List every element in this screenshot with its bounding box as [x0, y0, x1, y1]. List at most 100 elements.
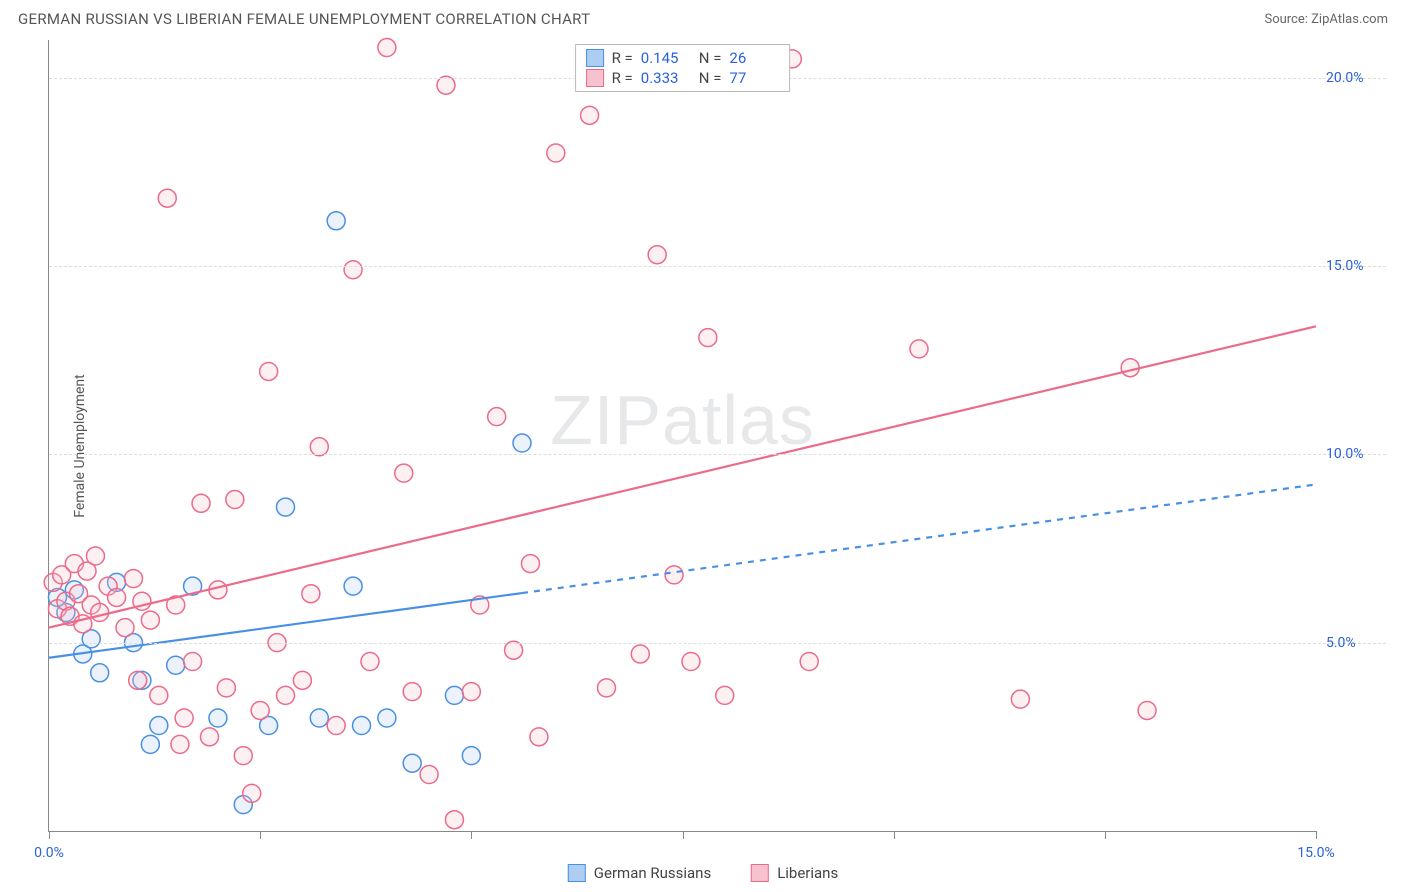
swatch-series-b [586, 69, 604, 87]
scatter-point [699, 329, 717, 347]
ytick-label: 10.0% [1326, 446, 1386, 462]
scatter-point [665, 566, 683, 584]
scatter-point [648, 246, 666, 264]
scatter-point [910, 340, 928, 358]
r-label-b: R = [612, 69, 633, 87]
r-value-b: 0.333 [641, 69, 691, 87]
bottom-legend: German Russians Liberians [568, 864, 838, 882]
scatter-point [158, 189, 176, 207]
scatter-point [513, 434, 531, 452]
scatter-point [420, 766, 438, 784]
scatter-point [327, 212, 345, 230]
scatter-point [234, 747, 252, 765]
scatter-point [310, 438, 328, 456]
legend-label-b: Liberians [777, 864, 838, 882]
scatter-point [150, 686, 168, 704]
scatter-point [1121, 359, 1139, 377]
scatter-point [124, 570, 142, 588]
n-label-a: N = [699, 49, 722, 67]
scatter-point [530, 728, 548, 746]
source-attribution: Source: ZipAtlas.com [1264, 12, 1388, 27]
scatter-point [462, 747, 480, 765]
ytick-label: 5.0% [1326, 635, 1386, 651]
xtick-label: 0.0% [34, 845, 64, 861]
scatter-point [167, 656, 185, 674]
scatter-point [217, 679, 235, 697]
scatter-point [243, 784, 261, 802]
scatter-point [175, 709, 193, 727]
n-label-b: N = [699, 69, 722, 87]
gridline [49, 266, 1386, 267]
scatter-point [521, 555, 539, 573]
scatter-point [209, 709, 227, 727]
xtick-minor [260, 831, 261, 839]
scatter-point [192, 494, 210, 512]
scatter-point [184, 653, 202, 671]
gridline [49, 643, 1386, 644]
trend-line-dashed [522, 484, 1316, 593]
scatter-point [378, 709, 396, 727]
scatter-point [505, 641, 523, 659]
scatter-point [251, 701, 269, 719]
scatter-point [1011, 690, 1029, 708]
r-label-a: R = [612, 49, 633, 67]
swatch-series-a [586, 49, 604, 67]
xtick-minor [683, 831, 684, 839]
scatter-point [302, 585, 320, 603]
scatter-point [437, 76, 455, 94]
scatter-point [344, 261, 362, 279]
scatter-point [361, 653, 379, 671]
gridline [49, 454, 1386, 455]
scatter-point [200, 728, 218, 746]
r-value-a: 0.145 [641, 49, 691, 67]
scatter-point [1138, 701, 1156, 719]
chart-plot-area: ZIPatlas R = 0.145 N = 26 R = 0.333 N = … [48, 40, 1316, 832]
scatter-point [116, 619, 134, 637]
scatter-point [716, 686, 734, 704]
scatter-point [597, 679, 615, 697]
scatter-point [129, 671, 147, 689]
scatter-point [378, 39, 396, 57]
scatter-point [682, 653, 700, 671]
scatter-point [260, 362, 278, 380]
header: GERMAN RUSSIAN VS LIBERIAN FEMALE UNEMPL… [0, 0, 1406, 34]
scatter-point [547, 144, 565, 162]
scatter-point [91, 604, 109, 622]
scatter-point [488, 408, 506, 426]
scatter-point [445, 811, 463, 829]
scatter-point [403, 683, 421, 701]
scatter-point [353, 717, 371, 735]
ytick-label: 20.0% [1326, 70, 1386, 86]
scatter-point [327, 717, 345, 735]
scatter-point [310, 709, 328, 727]
xtick [1316, 831, 1317, 839]
n-value-a: 26 [729, 49, 779, 67]
scatter-point [226, 491, 244, 509]
xtick [49, 831, 50, 839]
source-prefix: Source: [1264, 12, 1311, 27]
scatter-point [141, 611, 159, 629]
xtick-label: 15.0% [1297, 845, 1335, 861]
legend-item-b: Liberians [751, 864, 838, 882]
scatter-point [403, 754, 421, 772]
scatter-point [141, 735, 159, 753]
scatter-point [581, 106, 599, 124]
legend-label-a: German Russians [594, 864, 711, 882]
stats-row-series-a: R = 0.145 N = 26 [586, 49, 780, 67]
scatter-point [150, 717, 168, 735]
xtick [471, 831, 472, 839]
stats-row-series-b: R = 0.333 N = 77 [586, 69, 780, 87]
scatter-point [171, 735, 189, 753]
xtick-minor [1105, 831, 1106, 839]
legend-swatch-b [751, 864, 769, 882]
n-value-b: 77 [729, 69, 779, 87]
scatter-point [108, 588, 126, 606]
legend-item-a: German Russians [568, 864, 711, 882]
source-name: ZipAtlas.com [1311, 12, 1388, 27]
legend-swatch-a [568, 864, 586, 882]
scatter-point [86, 547, 104, 565]
scatter-point [344, 577, 362, 595]
ytick-label: 15.0% [1326, 258, 1386, 274]
scatter-svg [49, 40, 1316, 831]
xtick [894, 831, 895, 839]
